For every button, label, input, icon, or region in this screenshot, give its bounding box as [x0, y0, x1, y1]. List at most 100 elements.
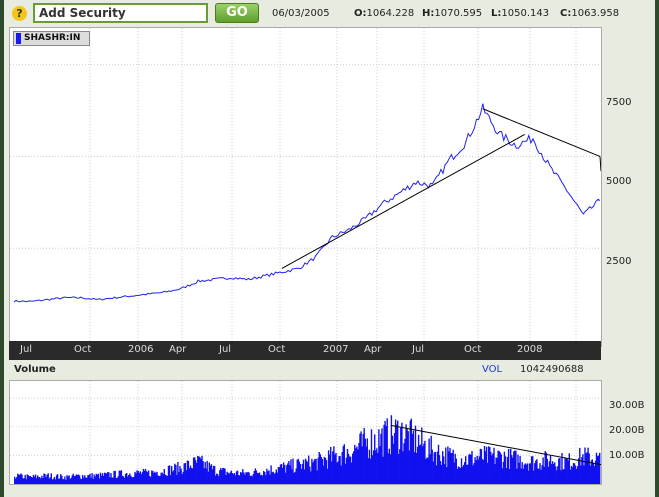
volume-bar: [484, 451, 487, 484]
volume-bar: [563, 469, 565, 484]
volume-bar: [353, 451, 355, 484]
volume-bar: [160, 472, 162, 484]
volume-bar: [369, 458, 372, 484]
volume-bar: [499, 452, 501, 484]
volume-bar: [85, 477, 87, 484]
volume-bar: [111, 477, 113, 484]
volume-bar: [430, 435, 432, 484]
volume-bar: [380, 433, 382, 484]
go-button[interactable]: GO: [215, 3, 259, 23]
volume-bar: [585, 453, 587, 484]
volume-bar: [457, 466, 460, 484]
volume-bar: [126, 473, 128, 484]
volume-bar: [185, 470, 187, 484]
add-security-input[interactable]: [33, 3, 208, 23]
volume-bar: [310, 471, 312, 484]
volume-bar: [67, 476, 69, 484]
volume-bar: [164, 474, 167, 484]
volume-bar: [171, 466, 173, 484]
volume-bar: [528, 463, 531, 484]
volume-bar: [532, 456, 534, 484]
volume-bar: [504, 456, 507, 484]
volume-bar: [321, 458, 324, 484]
volume-bar: [597, 455, 600, 484]
volume-bar: [327, 450, 330, 484]
volume-bar: [263, 471, 265, 484]
legend-label: SHASHR:IN: [24, 33, 81, 43]
volume-bar: [301, 463, 304, 484]
volume-bar: [257, 473, 260, 484]
volume-bar: [76, 474, 79, 484]
volume-bar: [108, 472, 110, 484]
volume-bar: [435, 465, 438, 484]
volume-bar: [175, 464, 177, 484]
volume-label[interactable]: VOL: [482, 364, 503, 375]
volume-bar: [68, 475, 70, 484]
volume-bar: [104, 472, 106, 484]
volume-bar: [357, 449, 359, 484]
volume-bar: [295, 468, 297, 484]
volume-bar: [291, 469, 293, 484]
price-chart-area[interactable]: [9, 27, 602, 347]
volume-bar: [409, 420, 411, 484]
volume-bar: [454, 453, 456, 484]
volume-bar: [518, 462, 520, 484]
volume-bar: [267, 471, 269, 484]
volume-bar: [273, 473, 275, 484]
volume-bar: [53, 477, 56, 484]
x-tick-label: Jul: [20, 344, 33, 355]
volume-bar: [281, 467, 284, 484]
price-ytick: 2500: [606, 256, 632, 267]
x-tick-label: Oct: [74, 344, 92, 355]
volume-bar: [363, 428, 365, 484]
volume-bar: [368, 449, 371, 484]
volume-bar: [488, 446, 490, 484]
volume-bar: [367, 458, 370, 484]
volume-bar: [589, 465, 591, 484]
volume-bar: [398, 453, 400, 484]
volume-bar: [262, 475, 264, 484]
volume-bar: [234, 475, 237, 484]
volume-bar: [354, 444, 356, 484]
volume-bar: [422, 446, 424, 484]
help-icon[interactable]: ?: [12, 6, 27, 21]
volume-bar: [203, 468, 205, 484]
volume-bar: [428, 438, 430, 484]
volume-bar: [546, 458, 548, 484]
volume-bar: [348, 456, 351, 484]
volume-bar: [330, 446, 332, 484]
volume-chart-area[interactable]: [9, 380, 602, 485]
volume-bar: [112, 477, 114, 484]
volume-bar: [268, 470, 270, 484]
volume-bar: [316, 470, 318, 484]
close-label: C:: [560, 8, 572, 19]
volume-bar: [155, 473, 157, 484]
volume-bar: [214, 475, 217, 484]
close-value: 1063.958: [571, 8, 620, 19]
volume-bar: [386, 418, 388, 484]
volume-bar: [299, 464, 302, 484]
volume-bar: [458, 467, 461, 484]
volume-bar: [472, 465, 474, 484]
volume-bar: [50, 473, 52, 484]
volume-bar: [43, 473, 45, 484]
quote-close: C:1063.958: [560, 8, 619, 19]
volume-bar: [120, 470, 123, 484]
volume-bar: [439, 461, 442, 484]
volume-bar: [326, 468, 329, 484]
legend-chip[interactable]: SHASHR:IN: [13, 31, 90, 46]
volume-bar: [475, 460, 477, 484]
volume-bar: [223, 468, 225, 484]
volume-bar: [135, 473, 137, 484]
volume-bar: [172, 471, 174, 484]
high-label: H:: [422, 8, 435, 19]
volume-bar: [464, 462, 466, 484]
volume-bar: [141, 472, 144, 484]
volume-bar: [276, 472, 279, 484]
volume-bar: [96, 474, 99, 484]
volume-bar: [341, 452, 343, 484]
volume-bar: [370, 429, 373, 484]
volume-bar: [69, 479, 71, 484]
volume-bar: [243, 472, 245, 484]
volume-bar: [400, 427, 402, 484]
